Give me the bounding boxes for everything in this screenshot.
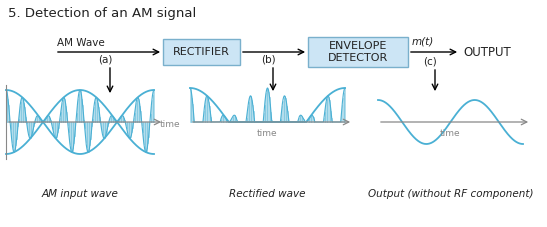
Text: time: time bbox=[160, 120, 181, 129]
Text: AM input wave: AM input wave bbox=[42, 189, 119, 199]
Text: Rectified wave: Rectified wave bbox=[229, 189, 306, 199]
Text: time: time bbox=[257, 129, 278, 138]
Text: m(t): m(t) bbox=[412, 37, 434, 47]
Text: (a): (a) bbox=[98, 54, 112, 64]
Text: (c): (c) bbox=[423, 56, 437, 66]
Text: ENVELOPE
DETECTOR: ENVELOPE DETECTOR bbox=[328, 41, 388, 63]
Text: time: time bbox=[440, 129, 461, 138]
Text: RECTIFIER: RECTIFIER bbox=[173, 47, 230, 57]
Text: Output (without RF component): Output (without RF component) bbox=[368, 189, 533, 199]
Text: AM Wave: AM Wave bbox=[57, 38, 104, 48]
Text: (b): (b) bbox=[261, 54, 276, 64]
FancyBboxPatch shape bbox=[308, 37, 408, 67]
Text: 5. Detection of an AM signal: 5. Detection of an AM signal bbox=[8, 7, 196, 20]
Text: OUTPUT: OUTPUT bbox=[463, 45, 511, 59]
FancyBboxPatch shape bbox=[163, 39, 240, 65]
